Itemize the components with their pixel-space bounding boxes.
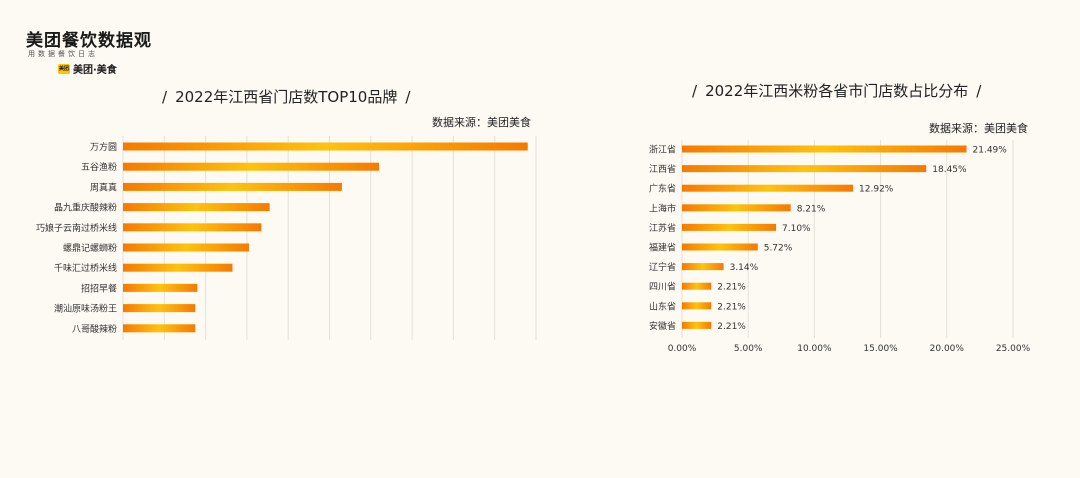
value-label: 2.21% [717,283,746,293]
category-label: 五谷渔粉 [81,161,117,173]
category-label: 江西省 [649,163,676,175]
chart1-source: 数据来源：美团美食 [432,116,531,129]
category-label: 晶九重庆酸辣粉 [54,202,117,214]
bar [682,145,967,153]
value-label: 7.10% [782,224,811,234]
category-label: 安徽省 [649,320,676,332]
category-label: 广东省 [649,183,676,195]
value-label: 2.21% [717,302,746,312]
x-tick-label: 25.00% [996,344,1031,354]
category-label: 浙江省 [649,144,676,156]
chart1-title-text: 2022年江西省门店数TOP10品牌 [175,88,398,106]
chart2-title: /2022年江西米粉各省市门店数占比分布 / [692,82,982,100]
category-label: 周真真 [90,181,117,193]
value-label: 3.14% [730,263,759,273]
bar [123,304,196,313]
bar [682,282,712,290]
bar [123,324,196,333]
chart1-title: /2022年江西省门店数TOP10品牌 / [162,88,411,106]
chart2-source: 数据来源：美团美食 [929,122,1028,135]
bar [682,243,758,251]
value-label: 2.21% [717,322,746,332]
x-tick-label: 20.00% [930,344,965,354]
bar [123,223,262,232]
bar [123,142,528,151]
category-label: 螺鼎记螺蛳粉 [63,242,117,254]
value-label: 12.92% [859,185,894,195]
bar [123,263,233,272]
bar [123,203,270,212]
bar [682,302,712,310]
bar [682,184,854,192]
category-label: 潮汕原味汤粉王 [54,303,117,315]
x-tick-label: 15.00% [863,344,898,354]
bar [123,182,342,191]
category-label: 四川省 [649,281,676,293]
bar [682,263,724,271]
bar [682,204,791,212]
value-label: 21.49% [973,146,1008,156]
chart2-plot: 浙江省 21.49% 江西省 18.45% 广东省 12.92% 上海市 8.21% 江苏省 7.… [649,140,1031,354]
bar [682,223,777,231]
logo-title: 美团餐饮数据观 [26,31,152,51]
category-label: 辽宁省 [649,261,676,273]
category-label: 巧娘子云南过桥米线 [36,222,117,234]
logo: 美团餐饮数据观 用数据餐饮日志 美团 美团·美食 [26,26,186,78]
category-label: 江苏省 [649,222,676,234]
x-tick-label: 5.00% [734,344,763,354]
bar [682,165,927,173]
value-label: 8.21% [797,204,826,214]
bar [682,321,712,329]
chart2-title-text: 2022年江西米粉各省市门店数占比分布 [705,82,969,100]
category-label: 招招早餐 [81,282,117,294]
category-label: 千味汇过桥米线 [54,262,117,274]
bar [123,162,380,171]
bar [123,243,249,252]
category-label: 上海市 [649,202,676,214]
category-label: 山东省 [649,300,676,312]
meituan-badge-icon: 美团 [58,63,70,74]
value-label: 5.72% [764,244,793,254]
value-label: 18.45% [932,165,967,175]
x-tick-label: 0.00% [668,344,697,354]
category-label: 万方圆 [90,141,117,153]
category-label: 福建省 [649,242,676,254]
x-tick-label: 10.00% [797,344,832,354]
logo-brand-name: 美团·美食 [73,65,117,76]
logo-subtitle: 用数据餐饮日志 [28,50,98,58]
logo-brand: 美团 美团·美食 [58,61,117,76]
chart1-plot: 万方圆五谷渔粉周真真晶九重庆酸辣粉巧娘子云南过桥米线螺鼎记螺蛳粉千味汇过桥米线招… [36,136,537,340]
category-label: 八哥酸辣粉 [72,323,117,335]
bar [123,283,198,292]
